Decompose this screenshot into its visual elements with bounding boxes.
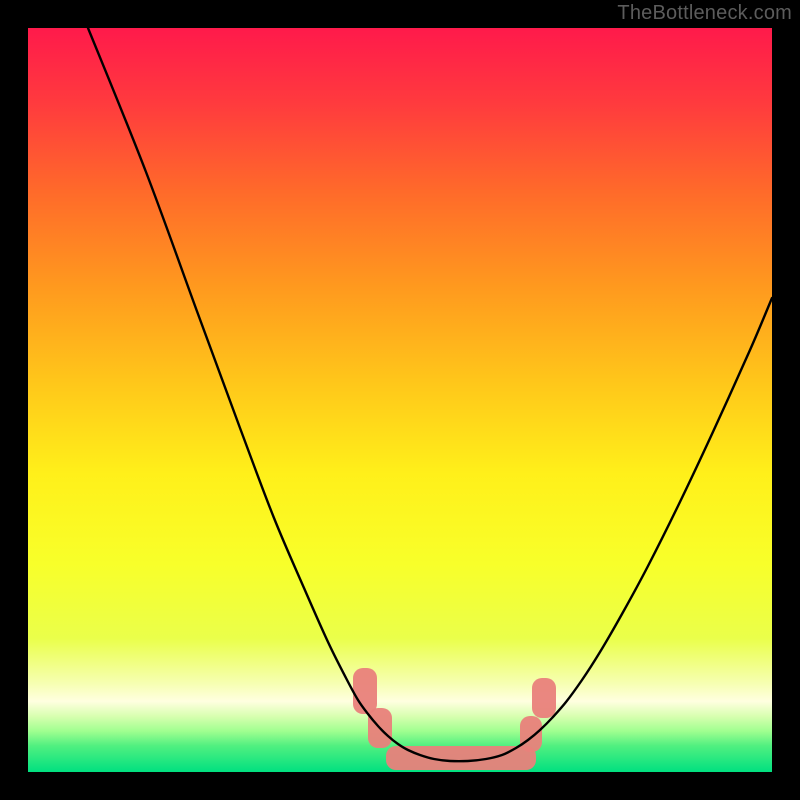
plot-area bbox=[28, 28, 772, 772]
highlight-segment bbox=[520, 716, 542, 752]
highlight-segment bbox=[353, 668, 377, 714]
highlight-band bbox=[353, 668, 556, 770]
chart-frame: TheBottleneck.com bbox=[0, 0, 800, 800]
highlight-segment bbox=[532, 678, 556, 718]
bottleneck-curve bbox=[88, 28, 772, 761]
watermark-text: TheBottleneck.com bbox=[617, 2, 792, 25]
curve-layer bbox=[28, 28, 772, 772]
